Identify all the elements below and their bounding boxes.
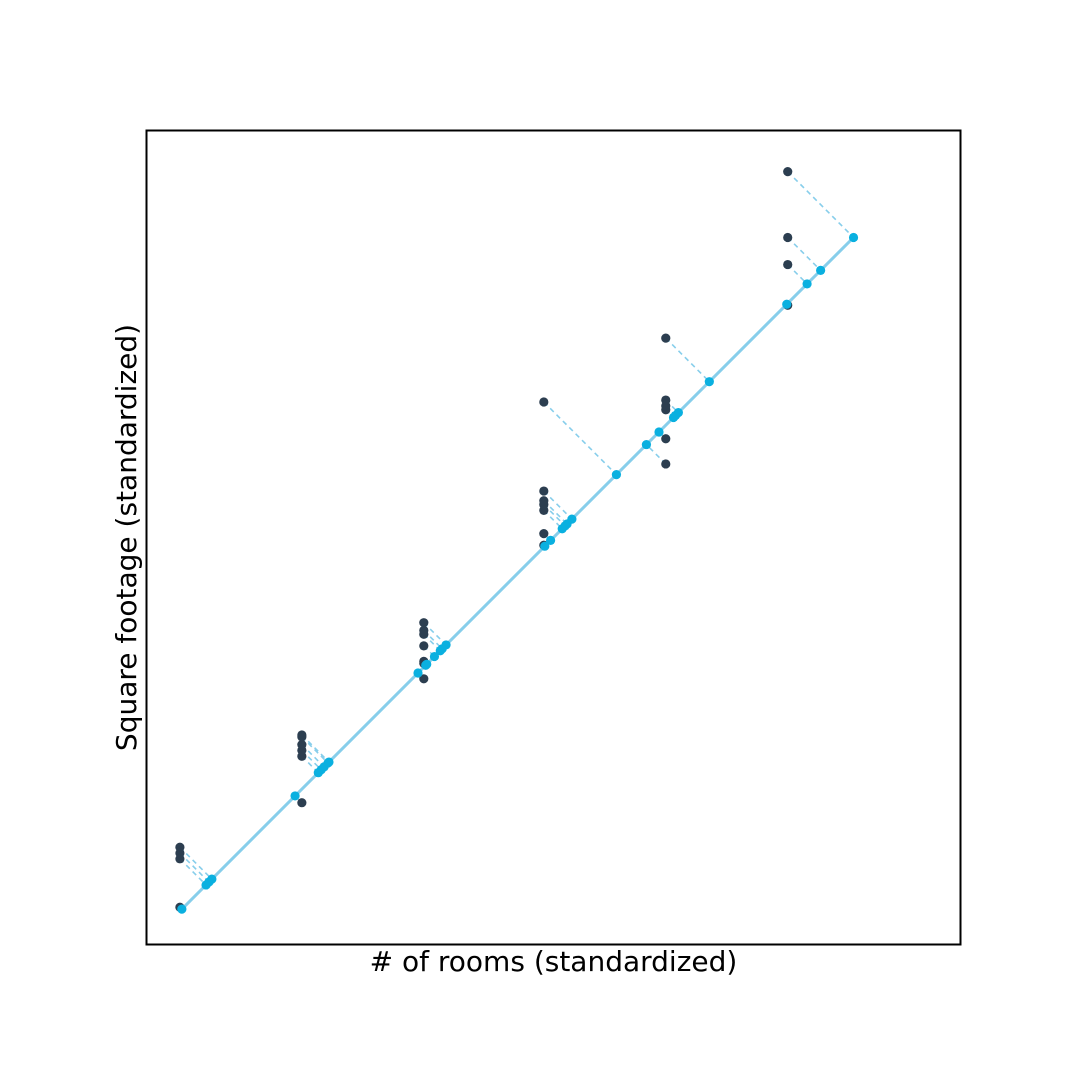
projected-point [177, 904, 187, 914]
data-point [297, 740, 307, 750]
projected-point [435, 646, 445, 656]
data-point [419, 641, 429, 651]
projection-line [787, 236, 822, 271]
projection-line [301, 736, 329, 764]
plot-area [175, 167, 859, 914]
projection-line [543, 490, 573, 520]
data-point [539, 505, 549, 515]
projection-line [179, 852, 210, 883]
projected-point [557, 524, 567, 534]
data-point [539, 486, 549, 496]
data-point [419, 618, 429, 628]
projected-point [611, 469, 622, 480]
projection-line [665, 337, 710, 383]
projected-point [324, 757, 334, 767]
fit-line [180, 234, 857, 911]
projected-point [540, 541, 550, 551]
projected-point [429, 651, 440, 662]
data-point [661, 434, 671, 444]
projection-line [543, 401, 617, 476]
data-point [539, 397, 549, 407]
projected-point [641, 439, 652, 450]
projected-point [704, 377, 714, 387]
x-axis-label: # of rooms (standardized) [370, 945, 738, 978]
projection-line [179, 858, 207, 886]
projection-line [787, 171, 855, 239]
projected-point [654, 427, 664, 437]
data-point [175, 854, 185, 864]
projected-point [668, 412, 679, 423]
data-point [419, 674, 429, 684]
projected-point [413, 668, 423, 678]
data-point [297, 730, 307, 740]
data-point [297, 798, 307, 808]
projected-point [545, 535, 556, 546]
data-point [419, 629, 429, 639]
data-point [783, 167, 793, 177]
data-point [661, 333, 671, 343]
projection-line [179, 846, 213, 880]
data-point [783, 259, 793, 270]
data-point [539, 529, 549, 539]
projected-point [290, 791, 300, 801]
data-point [661, 459, 671, 469]
y-axis-label: Square footage (standardized) [110, 324, 143, 751]
projected-point [421, 660, 431, 670]
data-point [783, 232, 793, 243]
projection-line [543, 500, 568, 525]
data-point [661, 405, 671, 415]
projected-point [201, 880, 211, 890]
projected-point [802, 279, 812, 289]
projected-point [816, 265, 826, 275]
plot-frame [145, 129, 962, 946]
projected-point [782, 299, 792, 309]
projected-point [848, 232, 859, 243]
projection-line [301, 734, 330, 763]
